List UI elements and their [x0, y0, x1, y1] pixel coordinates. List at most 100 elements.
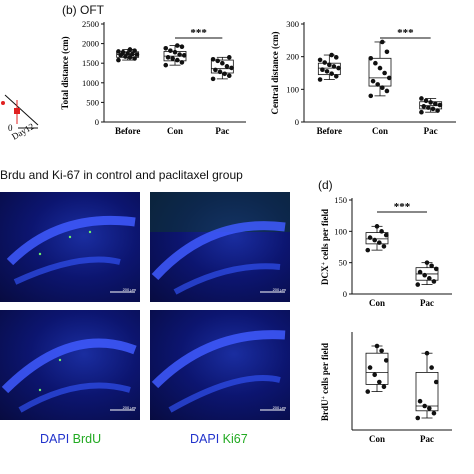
- data-point: [424, 350, 430, 356]
- x-category-label: Pac: [420, 298, 434, 308]
- data-point: [226, 73, 232, 79]
- data-point: [217, 69, 223, 75]
- data-point: [132, 48, 137, 53]
- data-point: [129, 51, 135, 57]
- significance-stars: ***: [190, 27, 207, 39]
- x-category-label: Con: [372, 126, 388, 136]
- data-point: [170, 56, 175, 61]
- y-tick-label: 2500: [82, 19, 99, 29]
- data-point: [213, 67, 218, 73]
- x-category-label: Con: [369, 434, 385, 444]
- y-axis-label-superscript: +: [321, 262, 327, 266]
- data-point: [172, 49, 178, 55]
- box: [415, 372, 439, 412]
- data-point: [365, 247, 371, 253]
- data-point: [165, 55, 171, 60]
- data-point: [377, 240, 382, 245]
- data-point: [116, 57, 121, 63]
- data-point: [372, 372, 377, 378]
- total-distance-chart: 0 500 1000 1500 2000 2500 Total distance (cm) B…: [60, 19, 246, 136]
- data-point: [380, 39, 385, 45]
- data-point: [163, 46, 169, 51]
- data-point: [368, 56, 374, 61]
- brdu-cells-chart: BrdU+ cells per field Con Pac: [320, 332, 452, 444]
- y-tick-label: 150: [334, 195, 347, 205]
- data-point: [324, 69, 330, 74]
- data-point: [322, 60, 328, 65]
- data-point: [320, 67, 325, 73]
- panel-d-label: (d): [318, 178, 333, 192]
- data-point: [175, 57, 180, 63]
- data-point: [181, 53, 187, 58]
- hippocampus-layer-svg: [6, 215, 136, 293]
- scale-bar-label: 200 μm: [122, 405, 136, 410]
- data-point: [222, 71, 227, 77]
- data-point: [163, 62, 169, 68]
- scale-bar-label: 200 μm: [272, 405, 286, 410]
- data-point: [431, 410, 437, 416]
- box: [368, 57, 392, 87]
- scale-bar-label: 200 μm: [122, 287, 136, 292]
- data-point: [386, 75, 392, 81]
- significance-stars: ***: [394, 201, 411, 213]
- data-point: [333, 73, 339, 79]
- y-axis-label: Central distance (cm): [270, 32, 280, 115]
- y-axis-label-rest: cells per field: [320, 209, 330, 262]
- micro-ki67-control: 200 μm: [150, 192, 290, 302]
- data-point: [132, 56, 137, 61]
- micro-brdu-paclitaxel: 200 μm: [0, 310, 140, 420]
- data-point: [125, 51, 130, 56]
- data-point: [415, 282, 421, 287]
- data-point: [331, 64, 337, 69]
- data-point: [384, 88, 390, 94]
- scale-bar-label: 200 μm: [272, 287, 286, 292]
- y-tick-label: 100: [334, 226, 347, 236]
- data-point: [427, 406, 432, 411]
- data-point: [229, 65, 234, 71]
- caption-ki67: Ki67: [222, 432, 248, 446]
- x-category-label: Before: [317, 126, 342, 136]
- y-axis-label-main: DCX: [320, 265, 330, 285]
- data-point: [431, 279, 437, 284]
- x-category-label: Con: [369, 298, 385, 308]
- y-axis-label: DCX+ cells per field: [320, 209, 330, 285]
- micro-ki67-paclitaxel: 200 μm: [150, 310, 290, 420]
- data-point: [423, 98, 429, 104]
- data-point: [175, 43, 180, 48]
- hippocampus-layer-svg: [1, 338, 137, 413]
- central-distance-chart: 0 100 200 300 Central distance (cm) Before Con…: [270, 19, 456, 136]
- section-caption: Brdu and Ki-67 in control and paclitaxel…: [0, 168, 243, 182]
- data-point: [430, 106, 436, 112]
- data-point: [428, 100, 433, 105]
- data-point: [379, 229, 384, 234]
- x-category-label: Pac: [215, 126, 229, 136]
- y-tick-label: 50: [339, 258, 348, 268]
- partial-y-tick: 0: [8, 123, 13, 133]
- data-point: [380, 85, 385, 90]
- data-point: [177, 52, 182, 57]
- data-point: [336, 65, 341, 71]
- data-point: [224, 64, 230, 69]
- data-point: [220, 60, 225, 66]
- partial-series-line: [4, 94, 39, 126]
- y-tick-label: 100: [286, 84, 299, 94]
- data-point: [327, 62, 332, 68]
- caption-brdu: BrdU: [72, 432, 102, 446]
- y-axis-label-main: BrdU: [320, 399, 330, 421]
- data-point: [179, 44, 185, 50]
- data-point: [372, 237, 377, 243]
- data-point: [379, 348, 384, 354]
- data-point: [226, 55, 232, 60]
- dcx-cells-chart: 0 50 100 150 DCX+ cells per field Con Pac ***: [320, 195, 452, 308]
- data-point: [381, 384, 387, 390]
- hippocampus-layer-svg: [151, 330, 286, 413]
- y-tick-label: 0: [295, 117, 299, 127]
- data-point: [333, 55, 339, 60]
- data-point: [317, 57, 323, 63]
- data-point: [427, 276, 432, 281]
- x-category-label: Before: [115, 126, 140, 136]
- data-point: [317, 77, 323, 82]
- y-axis-label-superscript: +: [321, 395, 327, 399]
- data-point: [377, 379, 382, 385]
- data-point: [417, 398, 423, 404]
